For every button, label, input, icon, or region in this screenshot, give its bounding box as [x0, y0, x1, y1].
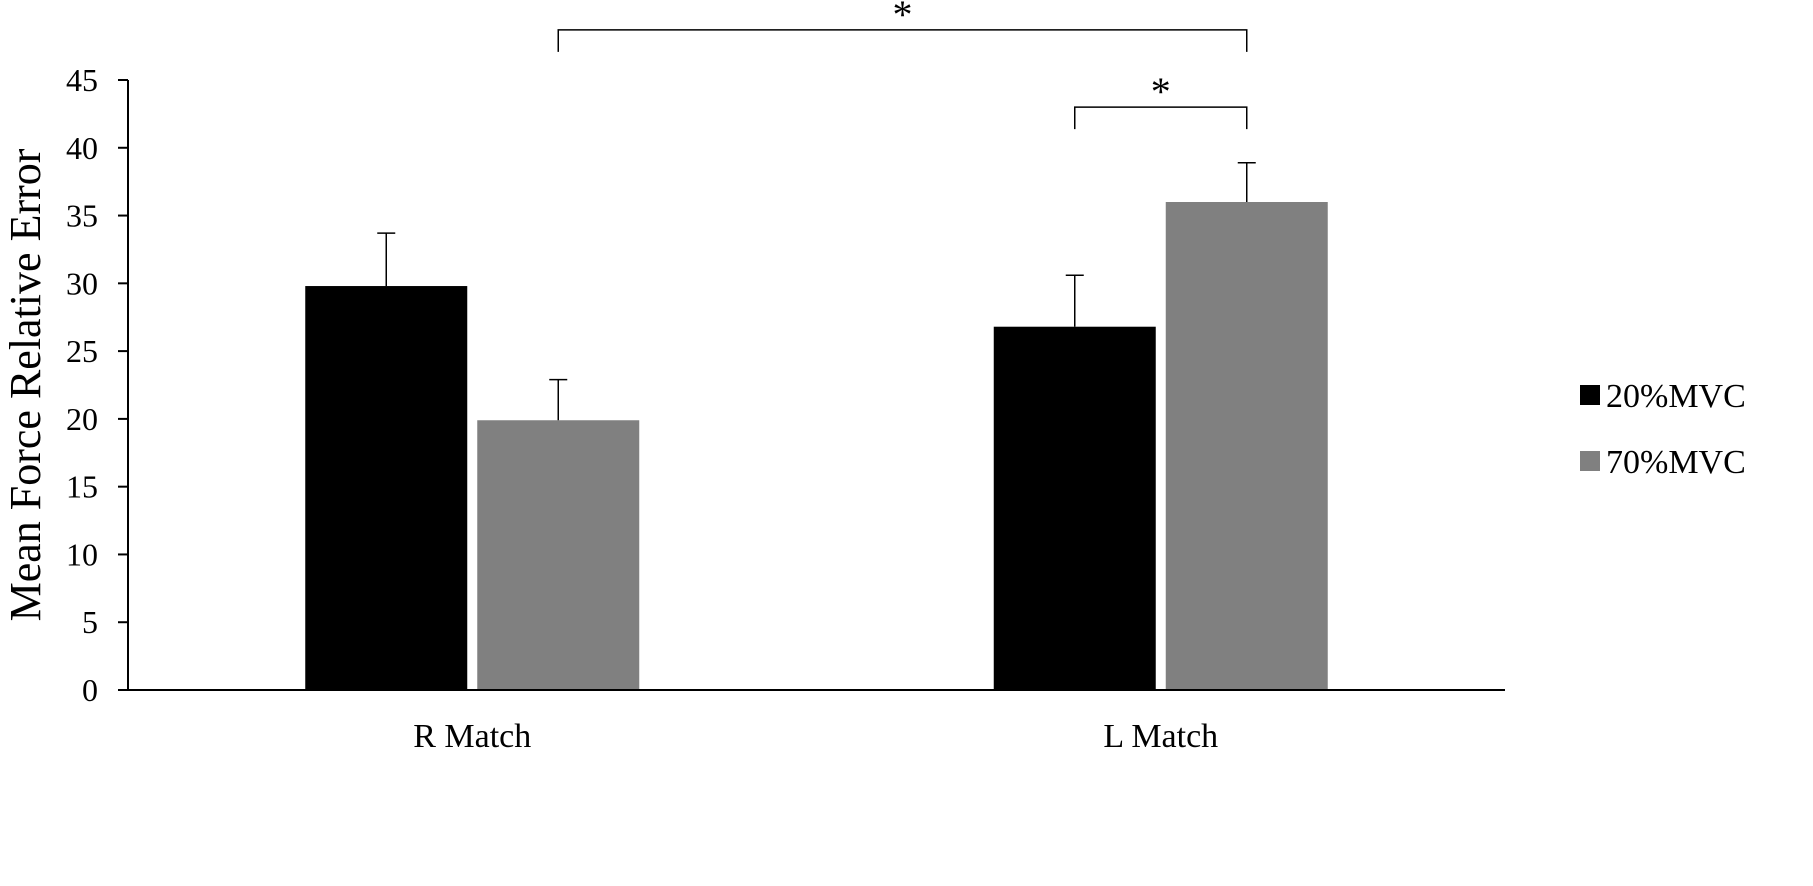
significance-star: *: [1151, 69, 1171, 114]
legend-swatch: [1580, 385, 1600, 405]
y-tick-label: 5: [82, 604, 98, 640]
category-labels-layer: R Match L Match: [413, 718, 1218, 755]
x-category-label: L Match: [1103, 718, 1218, 755]
y-tick-label: 0: [82, 672, 98, 708]
bar-20%MVC-l-match: [993, 326, 1156, 690]
significance-bracket: [1074, 106, 1248, 130]
y-tick-label: 10: [66, 536, 98, 572]
y-axis-title: Mean Force Relative Error: [1, 148, 50, 621]
y-tick-label: 40: [66, 130, 98, 166]
y-tick-label: 35: [66, 198, 98, 234]
legend-swatch: [1580, 451, 1600, 471]
y-tick-label: 30: [66, 265, 98, 301]
significance-bracket: [557, 29, 1248, 52]
legend: 20%MVC 70%MVC: [1580, 378, 1746, 481]
bar-70%MVC-l-match: [1165, 202, 1328, 690]
axes-layer: [127, 80, 1505, 691]
bar-20%MVC-r-match: [305, 286, 468, 690]
y-ticks-layer: 0 5 10 15 20 25 30 35 40 45: [66, 62, 128, 708]
significance-layer: **: [557, 0, 1248, 130]
error-bars-layer: [377, 161, 1256, 421]
x-category-label: R Match: [413, 718, 531, 755]
bar-70%MVC-r-match: [477, 420, 640, 690]
y-tick-label: 45: [66, 62, 98, 98]
y-tick-label: 20: [66, 401, 98, 437]
legend-label: 70%MVC: [1606, 444, 1746, 481]
y-tick-label: 15: [66, 469, 98, 505]
significance-star: *: [893, 0, 913, 37]
y-tick-label: 25: [66, 333, 98, 369]
bars-layer: [305, 202, 1328, 690]
legend-label: 20%MVC: [1606, 378, 1746, 415]
